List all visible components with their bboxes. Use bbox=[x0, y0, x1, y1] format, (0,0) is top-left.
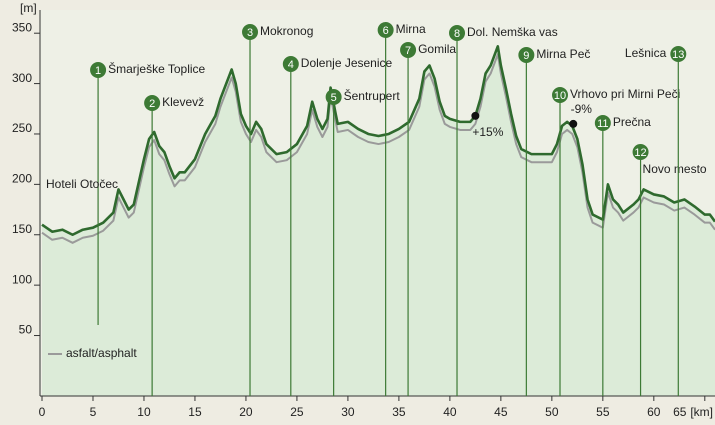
x-tick-label: 30 bbox=[341, 405, 355, 419]
waypoint-marker bbox=[242, 24, 259, 40]
waypoint-number: 9 bbox=[523, 50, 529, 62]
start-label: Hoteli Otočec bbox=[46, 177, 118, 191]
gradient-label: +15% bbox=[472, 125, 503, 139]
y-tick-label: 350 bbox=[12, 20, 32, 34]
x-tick-label: 10 bbox=[137, 405, 151, 419]
gradient-point bbox=[569, 119, 578, 128]
x-tick-label: 15 bbox=[188, 405, 202, 419]
waypoint-label: Prečna bbox=[613, 115, 651, 129]
waypoint-marker bbox=[632, 144, 649, 160]
waypoint-label: Dolenje Jesenice bbox=[301, 56, 393, 70]
waypoint-marker bbox=[594, 115, 611, 131]
waypoint-number: 4 bbox=[288, 59, 294, 71]
y-tick-label: 50 bbox=[19, 323, 33, 337]
waypoint-marker bbox=[282, 56, 299, 72]
gradient-point bbox=[471, 111, 480, 120]
waypoint-label: Novo mesto bbox=[643, 162, 707, 176]
waypoint-number: 2 bbox=[149, 98, 155, 110]
waypoint-label: Šentrupert bbox=[344, 88, 401, 103]
waypoint-number: 3 bbox=[247, 27, 253, 39]
y-tick-label: 100 bbox=[12, 272, 32, 286]
waypoint-marker bbox=[325, 89, 342, 105]
x-tick-label: 0 bbox=[39, 405, 46, 419]
waypoint-number: 8 bbox=[454, 28, 460, 40]
waypoint-marker bbox=[670, 46, 687, 62]
legend-label: asfalt/asphalt bbox=[66, 346, 137, 360]
waypoint-marker bbox=[377, 22, 394, 38]
waypoint-number: 13 bbox=[672, 49, 684, 61]
waypoint-marker bbox=[449, 25, 466, 41]
waypoint-number: 11 bbox=[597, 118, 608, 130]
x-tick-label: 60 bbox=[647, 405, 661, 419]
y-tick-label: 150 bbox=[12, 222, 32, 236]
waypoint-label: Mirna bbox=[396, 22, 426, 36]
waypoint-label: Mokronog bbox=[260, 24, 313, 38]
waypoint-number: 5 bbox=[331, 92, 337, 104]
waypoint-label: Vrhovo pri Mirni Peči bbox=[570, 87, 680, 101]
waypoint-number: 7 bbox=[405, 45, 411, 57]
waypoint-number: 10 bbox=[554, 90, 566, 102]
waypoint-number: 12 bbox=[634, 147, 646, 159]
waypoint-label: Klevevž bbox=[162, 95, 204, 109]
waypoint-marker bbox=[144, 95, 161, 111]
profile-line bbox=[41, 53, 715, 244]
gradient-label: -9% bbox=[571, 102, 593, 116]
waypoint-label: Mirna Peč bbox=[536, 47, 590, 61]
x-axis-label: [km] bbox=[690, 405, 713, 419]
x-tick-label: 55 bbox=[596, 405, 610, 419]
waypoint-label: Šmarješke Toplice bbox=[108, 61, 205, 76]
y-tick-label: 200 bbox=[12, 172, 32, 186]
x-tick-label: 65 bbox=[673, 405, 687, 419]
waypoint-marker bbox=[400, 42, 417, 58]
waypoint-number: 6 bbox=[383, 25, 389, 37]
waypoint-marker bbox=[552, 87, 569, 103]
x-tick-label: 5 bbox=[90, 405, 97, 419]
y-tick-label: 300 bbox=[12, 71, 32, 85]
waypoint-marker bbox=[518, 47, 535, 63]
waypoint-label: Dol. Nemška vas bbox=[467, 25, 558, 39]
x-tick-label: 20 bbox=[239, 405, 253, 419]
waypoint-label: Gomila bbox=[418, 42, 456, 56]
y-tick-label: 250 bbox=[12, 121, 32, 135]
x-tick-label: 50 bbox=[545, 405, 559, 419]
waypoint-number: 1 bbox=[95, 65, 101, 77]
x-tick-label: 45 bbox=[494, 405, 508, 419]
y-axis-label: [m] bbox=[20, 1, 37, 15]
profile-line bbox=[41, 44, 715, 237]
waypoint-marker bbox=[90, 62, 107, 78]
x-tick-label: 25 bbox=[290, 405, 304, 419]
x-tick-label: 40 bbox=[443, 405, 457, 419]
x-tick-label: 35 bbox=[392, 405, 406, 419]
waypoint-label: Lešnica bbox=[625, 46, 667, 60]
